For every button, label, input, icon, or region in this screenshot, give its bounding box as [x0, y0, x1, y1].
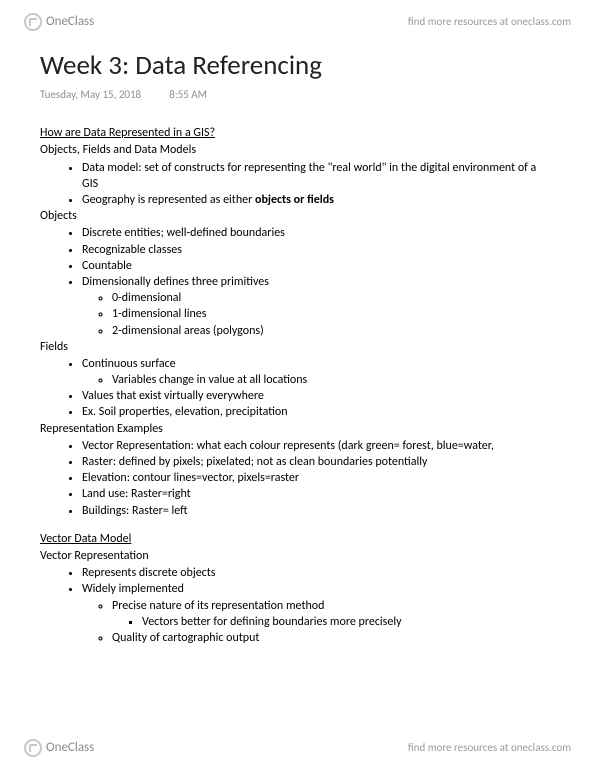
- list-item: Dimensionally defines three primitives 0…: [82, 274, 555, 339]
- list-models: Data model: set of constructs for repres…: [40, 160, 555, 209]
- list-item: Continuous surface Variables change in v…: [82, 356, 555, 388]
- bottom-resources-link[interactable]: find more resources at oneclass.com: [408, 741, 571, 756]
- list-item: Buildings: Raster= left: [82, 503, 555, 519]
- list-objects: Discrete entities; well-defined boundari…: [40, 225, 555, 338]
- list-item: Recognizable classes: [82, 242, 555, 258]
- bottom-bar: OneClass find more resources at oneclass…: [0, 732, 595, 764]
- list-item: Discrete entities; well-defined boundari…: [82, 225, 555, 241]
- heading-gis: How are Data Represented in a GIS?: [40, 125, 555, 141]
- brand: OneClass: [24, 13, 94, 31]
- list-item: Land use: Raster=right: [82, 486, 555, 502]
- list-repex: Vector Representation: what each colour …: [40, 438, 555, 519]
- list-item: Values that exist virtually everywhere: [82, 388, 555, 404]
- text-span: Dimensionally defines three primitives: [82, 275, 269, 289]
- list-item: Widely implemented Precise nature of its…: [82, 581, 555, 646]
- list-item: Represents discrete objects: [82, 565, 555, 581]
- page-title: Week 3: Data Referencing: [40, 48, 555, 84]
- list-vector: Represents discrete objects Widely imple…: [40, 565, 555, 646]
- subheading-objects: Objects: [40, 208, 555, 224]
- list-fields: Continuous surface Variables change in v…: [40, 356, 555, 421]
- text-span: Precise nature of its representation met…: [112, 599, 324, 613]
- list-item: Countable: [82, 258, 555, 274]
- list-item: Precise nature of its representation met…: [112, 598, 555, 630]
- text-span: Geography is represented as either: [82, 193, 255, 207]
- top-bar: OneClass find more resources at oneclass…: [0, 6, 595, 38]
- list-item: 1-dimensional lines: [112, 306, 555, 322]
- list-item: Vector Representation: what each colour …: [82, 438, 555, 454]
- subheading-fields: Fields: [40, 339, 555, 355]
- top-resources-link[interactable]: find more resources at oneclass.com: [408, 15, 571, 30]
- list-item: 0-dimensional: [112, 290, 555, 306]
- brand-icon: [24, 739, 42, 757]
- brand-bottom: OneClass: [24, 739, 94, 757]
- list-item: Elevation: contour lines=vector, pixels=…: [82, 470, 555, 486]
- page-meta: Tuesday, May 15, 2018 8:55 AM: [40, 88, 555, 103]
- bold-span: objects or fields: [255, 193, 334, 207]
- list-item: Raster: defined by pixels; pixelated; no…: [82, 454, 555, 470]
- text-span: Continuous surface: [82, 357, 176, 371]
- date-text: Tuesday, May 15, 2018: [40, 88, 141, 101]
- subheading-repex: Representation Examples: [40, 421, 555, 437]
- subheading-models: Objects, Fields and Data Models: [40, 142, 555, 158]
- heading-vector: Vector Data Model: [40, 531, 555, 547]
- brand-text: OneClass: [46, 739, 94, 757]
- brand-text: OneClass: [46, 13, 94, 31]
- list-item: Quality of cartographic output: [112, 630, 555, 646]
- list-item: Variables change in value at all locatio…: [112, 372, 555, 388]
- brand-icon: [24, 13, 42, 31]
- time-text: 8:55 AM: [169, 88, 207, 101]
- list-item: Vectors better for defining boundaries m…: [142, 614, 555, 630]
- list-item: 2-dimensional areas (polygons): [112, 323, 555, 339]
- list-fields-sub: Variables change in value at all locatio…: [82, 372, 555, 388]
- page-content: Week 3: Data Referencing Tuesday, May 15…: [40, 48, 555, 646]
- list-primitives: 0-dimensional 1-dimensional lines 2-dime…: [82, 290, 555, 339]
- subheading-vectorrep: Vector Representation: [40, 548, 555, 564]
- list-item: Ex. Soil properties, elevation, precipit…: [82, 404, 555, 420]
- list-item: Data model: set of constructs for repres…: [82, 160, 555, 192]
- list-vector-subsub: Vectors better for defining boundaries m…: [112, 614, 555, 630]
- text-span: Widely implemented: [82, 582, 184, 596]
- list-item: Geography is represented as either objec…: [82, 192, 555, 208]
- list-vector-sub: Precise nature of its representation met…: [82, 598, 555, 647]
